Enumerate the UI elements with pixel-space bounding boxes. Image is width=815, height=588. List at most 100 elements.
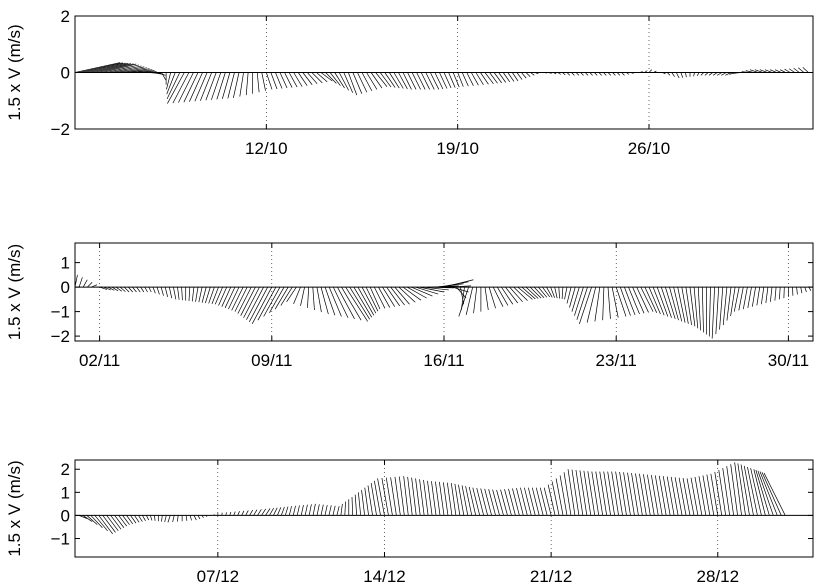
stick-series (75, 62, 809, 104)
vector-stick (591, 471, 600, 516)
x-tick-label: 30/11 (768, 351, 809, 370)
vector-stick (627, 472, 635, 516)
vector-stick (458, 286, 469, 317)
vector-stick (715, 287, 720, 335)
vector-stick (398, 476, 405, 516)
vector-stick (263, 286, 281, 317)
vector-stick (595, 471, 604, 516)
vector-stick (599, 471, 608, 516)
vector-stick (517, 286, 533, 300)
x-tick-label: 28/12 (697, 567, 740, 586)
vector-stick (734, 462, 742, 516)
vector-stick (516, 488, 524, 516)
vector-stick (416, 72, 426, 90)
vector-stick (722, 287, 728, 326)
vector-stick (224, 286, 236, 309)
vector-stick (237, 286, 252, 314)
vector-stick (257, 509, 262, 516)
vector-stick (107, 286, 115, 291)
vector-stick (194, 72, 208, 102)
vector-stick (555, 478, 564, 516)
vector-stick (292, 505, 296, 516)
vector-stick (512, 488, 520, 516)
vector-stick (384, 72, 396, 88)
vector-stick (726, 287, 732, 321)
vector-stick (475, 72, 484, 85)
vector-stick (493, 72, 502, 84)
vector-stick (484, 287, 489, 311)
vector-stick (191, 287, 195, 302)
vector-stick (189, 515, 192, 521)
y-tick-label: −2 (51, 120, 70, 139)
vector-stick (559, 475, 568, 516)
vector-stick (504, 489, 512, 516)
vector-stick (336, 506, 340, 516)
vector-stick (784, 68, 791, 73)
vector-stick (611, 287, 619, 318)
vector-stick (195, 287, 199, 302)
vector-stick (796, 287, 798, 295)
vector-stick (765, 287, 769, 304)
vector-stick (123, 286, 130, 293)
vector-stick (167, 72, 185, 104)
vector-stick (304, 504, 308, 516)
vector-stick (457, 72, 464, 87)
vector-stick (798, 67, 805, 73)
vector-stick (118, 515, 128, 527)
vector-stick (349, 286, 371, 320)
vector-stick (164, 515, 167, 523)
vector-stick (106, 64, 139, 73)
vector-stick (402, 286, 422, 301)
vector-stick (587, 471, 596, 516)
vector-stick (759, 69, 768, 73)
x-tick-label: 09/11 (251, 351, 292, 370)
vector-stick (607, 72, 612, 76)
vector-stick (156, 286, 160, 295)
vector-stick (411, 477, 417, 516)
y-axis-label: 1.5 x V (m/s) (5, 244, 24, 340)
vector-stick (233, 511, 236, 516)
vector-stick (598, 72, 602, 76)
vector-stick (594, 287, 601, 322)
vector-stick (461, 72, 469, 87)
vector-stick (711, 287, 715, 339)
vector-stick (656, 286, 669, 317)
vector-stick (288, 72, 298, 88)
vector-stick (307, 287, 310, 308)
vector-stick (177, 515, 179, 522)
vector-stick (172, 515, 175, 523)
vector-stick (90, 515, 103, 528)
vector-stick (508, 488, 516, 516)
vector-stick (402, 72, 412, 90)
vector-stick (750, 468, 762, 516)
vector-stick (446, 482, 453, 516)
vector-stick (183, 72, 199, 103)
vector-stick (231, 286, 244, 311)
vector-stick (307, 72, 318, 85)
vector-stick (435, 481, 441, 516)
vector-stick (361, 286, 377, 314)
vector-stick (603, 72, 607, 76)
vector-stick (394, 476, 401, 516)
vector-stick (286, 286, 297, 302)
vector-stick (557, 72, 561, 75)
vector-stick (201, 515, 204, 518)
vector-stick (178, 72, 194, 103)
vector-stick (251, 286, 273, 325)
vector-stick (311, 72, 323, 84)
vector-stick (427, 480, 433, 516)
vector-stick (364, 487, 369, 516)
vector-stick (670, 476, 679, 516)
vector-stick (280, 286, 293, 306)
vector-stick (569, 287, 576, 308)
vector-stick (122, 515, 130, 525)
vector-stick (325, 72, 337, 84)
vector-stick (419, 286, 444, 293)
vector-stick (403, 476, 409, 516)
vector-stick (802, 67, 809, 73)
vector-stick (245, 510, 249, 516)
vector-stick (308, 504, 312, 516)
vector-stick (443, 72, 452, 89)
vector-stick (125, 68, 150, 73)
panel-oct: −2 0 2 12/10 19/10 26/10 1.5 x V (m/s) (5, 7, 814, 158)
